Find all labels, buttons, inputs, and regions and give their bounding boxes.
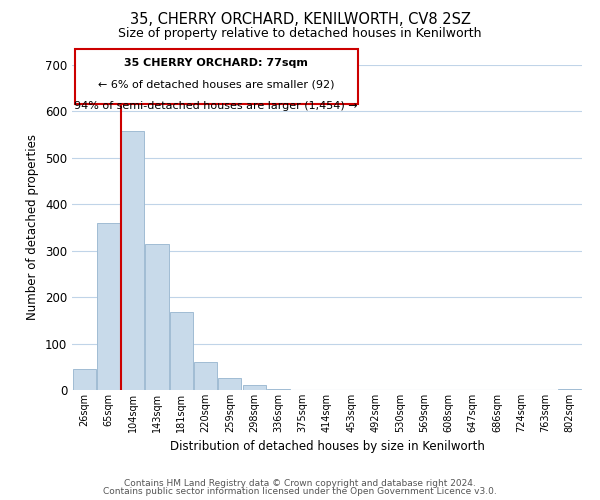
Text: 35 CHERRY ORCHARD: 77sqm: 35 CHERRY ORCHARD: 77sqm [124, 58, 308, 68]
FancyBboxPatch shape [74, 49, 358, 104]
Text: Size of property relative to detached houses in Kenilworth: Size of property relative to detached ho… [118, 28, 482, 40]
Text: Contains HM Land Registry data © Crown copyright and database right 2024.: Contains HM Land Registry data © Crown c… [124, 478, 476, 488]
Bar [121, 131, 144, 390]
Bar [267, 388, 290, 390]
Y-axis label: Number of detached properties: Number of detached properties [26, 134, 40, 320]
Bar [145, 244, 169, 390]
Bar [218, 378, 241, 390]
Bar [170, 312, 193, 390]
Bar [242, 386, 266, 390]
Bar [194, 362, 217, 390]
Bar [97, 223, 120, 390]
Text: 35, CHERRY ORCHARD, KENILWORTH, CV8 2SZ: 35, CHERRY ORCHARD, KENILWORTH, CV8 2SZ [130, 12, 470, 28]
Bar [73, 369, 95, 390]
Text: ← 6% of detached houses are smaller (92): ← 6% of detached houses are smaller (92) [98, 80, 334, 90]
Text: 94% of semi-detached houses are larger (1,454) →: 94% of semi-detached houses are larger (… [74, 101, 358, 111]
X-axis label: Distribution of detached houses by size in Kenilworth: Distribution of detached houses by size … [170, 440, 484, 454]
Bar [559, 388, 581, 390]
Text: Contains public sector information licensed under the Open Government Licence v3: Contains public sector information licen… [103, 487, 497, 496]
